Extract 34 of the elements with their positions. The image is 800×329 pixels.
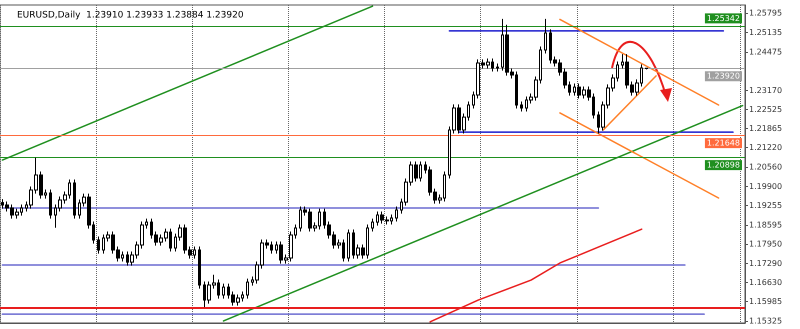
candlestick: [198, 246, 201, 290]
ref-line-label: 1.23920: [706, 72, 740, 81]
candlestick: [73, 178, 76, 220]
candlestick: [246, 278, 249, 300]
candlestick: [395, 206, 398, 222]
y-tick-label: 1.15325: [749, 316, 782, 326]
candlestick: [544, 18, 547, 54]
text: EURUSD,Daily 1.23910 1.23933 1.23884 1.23920: [17, 10, 244, 20]
y-tick-label: 1.25795: [749, 8, 782, 18]
y-tick-label: 1.20560: [749, 162, 782, 172]
y-tick-label: 1.24475: [749, 47, 782, 56]
candlestick: [49, 188, 52, 220]
y-tick-label: 1.19255: [749, 200, 782, 210]
ref-line-label: 1.21648: [706, 138, 740, 148]
y-tick-label: 1.22525: [749, 104, 782, 114]
y-tick-label: 1.15985: [749, 297, 782, 306]
y-tick-label: 1.25135: [749, 28, 782, 38]
candlestick: [496, 63, 499, 72]
y-tick-label: 1.16630: [749, 278, 782, 288]
y-tick-label: 1.19900: [749, 182, 782, 192]
y-tick-label: 1.21220: [749, 143, 782, 152]
candlestick: [222, 283, 225, 300]
y-tick-label: 1.17290: [749, 258, 782, 268]
y-tick-label: 1.23170: [749, 86, 782, 95]
y-tick-label: 1.21865: [749, 124, 782, 134]
candlestick: [97, 236, 100, 254]
candlestick: [371, 218, 374, 232]
ref-line-label: 1.25342: [706, 14, 740, 23]
ref-line-label: 1.20898: [706, 160, 740, 170]
candlestick: [520, 100, 523, 112]
candlestick: [347, 228, 350, 262]
y-tick-label: 1.17950: [749, 239, 782, 248]
candlestick: [645, 67, 648, 70]
y-tick-label: 1.18595: [749, 220, 782, 230]
